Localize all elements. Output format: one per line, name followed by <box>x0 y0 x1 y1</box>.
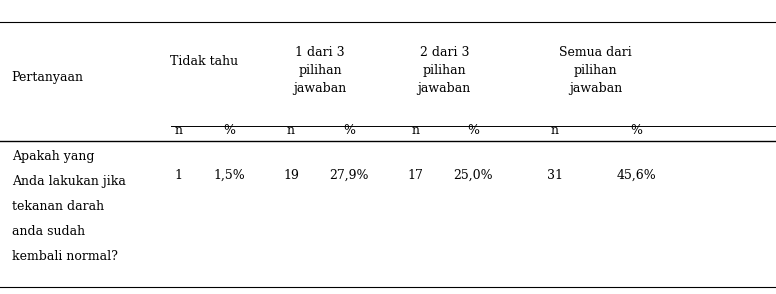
Text: 25,0%: 25,0% <box>453 169 494 182</box>
Text: Apakah yang: Apakah yang <box>12 150 94 163</box>
Text: 31: 31 <box>547 169 563 182</box>
Text: tekanan darah: tekanan darah <box>12 200 104 213</box>
Text: Pertanyaan: Pertanyaan <box>12 71 84 84</box>
Text: %: % <box>223 124 235 137</box>
Text: 1: 1 <box>175 169 182 182</box>
Text: %: % <box>343 124 355 137</box>
Text: n: n <box>411 124 419 137</box>
Text: %: % <box>630 124 643 137</box>
Text: Tidak tahu: Tidak tahu <box>170 55 237 68</box>
Text: 19: 19 <box>283 169 299 182</box>
Text: Semua dari
pilihan
jawaban: Semua dari pilihan jawaban <box>559 46 632 95</box>
Text: 1,5%: 1,5% <box>213 169 244 182</box>
Text: 1 dari 3
pilihan
jawaban: 1 dari 3 pilihan jawaban <box>293 46 347 95</box>
Text: kembali normal?: kembali normal? <box>12 250 117 263</box>
Text: n: n <box>287 124 295 137</box>
Text: 45,6%: 45,6% <box>616 169 656 182</box>
Text: 27,9%: 27,9% <box>330 169 369 182</box>
Text: 17: 17 <box>407 169 423 182</box>
Text: %: % <box>467 124 480 137</box>
Text: n: n <box>175 124 182 137</box>
Text: 2 dari 3
pilihan
jawaban: 2 dari 3 pilihan jawaban <box>417 46 471 95</box>
Text: n: n <box>551 124 559 137</box>
Text: Anda lakukan jika: Anda lakukan jika <box>12 175 126 188</box>
Text: anda sudah: anda sudah <box>12 225 85 238</box>
